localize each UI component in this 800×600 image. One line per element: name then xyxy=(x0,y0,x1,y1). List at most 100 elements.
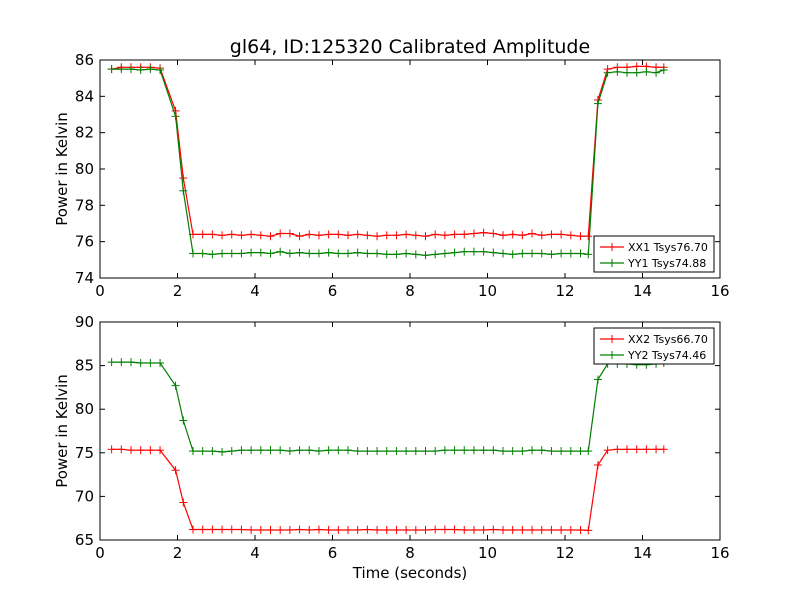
data-point xyxy=(593,375,602,384)
data-point xyxy=(642,67,651,76)
data-point xyxy=(642,445,651,454)
data-point xyxy=(218,249,227,258)
data-point xyxy=(171,112,180,121)
series-line xyxy=(111,448,664,532)
legend: XX1 Tsys76.70 YY1 Tsys74.88 xyxy=(593,235,715,273)
data-point xyxy=(537,249,546,258)
data-point xyxy=(547,250,556,259)
data-point xyxy=(146,65,155,74)
data-point xyxy=(156,358,165,367)
x-tick-label: 10 xyxy=(478,282,497,300)
x-tick-label: 6 xyxy=(328,282,338,300)
series-line xyxy=(111,68,664,256)
data-point xyxy=(450,230,459,239)
data-point xyxy=(285,249,294,258)
y-tick-label: 78 xyxy=(75,196,94,214)
data-point xyxy=(623,68,631,77)
data-point xyxy=(208,230,217,239)
data-point xyxy=(363,231,372,240)
data-point xyxy=(324,230,333,239)
data-point xyxy=(489,446,498,455)
legend-entry: XX1 Tsys76.70 xyxy=(600,241,708,254)
data-point xyxy=(344,446,352,455)
data-point xyxy=(499,447,507,456)
data-point xyxy=(479,446,488,455)
data-point xyxy=(247,248,256,257)
x-tick-label: 10 xyxy=(478,544,497,562)
y-axis-label: Power in Kelvin xyxy=(53,374,71,488)
data-point xyxy=(107,445,116,454)
data-point xyxy=(518,231,527,240)
data-point xyxy=(382,447,391,456)
legend-entry: XX2 Tsys66.70 xyxy=(600,333,708,346)
data-point xyxy=(537,525,546,534)
data-point xyxy=(392,231,401,240)
x-tick-label: 0 xyxy=(95,544,105,562)
data-point xyxy=(373,447,382,456)
y-tick-label: 65 xyxy=(75,531,94,549)
data-point xyxy=(489,525,498,534)
data-point xyxy=(450,248,459,257)
data-point xyxy=(353,447,362,456)
data-point xyxy=(557,525,566,534)
data-point xyxy=(334,525,343,534)
data-point xyxy=(295,525,304,534)
y-tick-label: 90 xyxy=(75,313,94,331)
data-point xyxy=(156,65,165,74)
data-point xyxy=(460,446,469,455)
data-point xyxy=(227,447,236,456)
data-point xyxy=(659,65,668,74)
data-point xyxy=(353,525,362,534)
data-point xyxy=(136,446,145,455)
data-point xyxy=(344,231,352,240)
data-point xyxy=(198,249,207,258)
data-point xyxy=(411,447,420,456)
data-point xyxy=(127,446,135,455)
data-point xyxy=(421,232,430,241)
data-point xyxy=(537,446,546,455)
data-point xyxy=(528,229,537,238)
data-point xyxy=(460,247,469,256)
data-point xyxy=(276,247,285,256)
y-tick-label: 85 xyxy=(75,357,94,375)
series-line xyxy=(111,65,664,237)
data-point xyxy=(266,232,275,241)
data-point xyxy=(469,247,478,256)
data-point xyxy=(237,525,246,534)
data-point xyxy=(324,525,333,534)
legend-entry: YY2 Tsys74.46 xyxy=(600,349,706,362)
data-point xyxy=(136,65,145,74)
legend-label: XX1 Tsys76.70 xyxy=(628,241,708,254)
x-tick-label: 2 xyxy=(173,544,183,562)
data-point xyxy=(189,447,197,456)
data-point xyxy=(373,525,382,534)
x-tick-label: 2 xyxy=(173,282,183,300)
data-point xyxy=(547,447,556,456)
data-point xyxy=(411,231,420,240)
data-point xyxy=(469,446,478,455)
data-point xyxy=(382,525,391,534)
data-point xyxy=(276,525,285,534)
data-point xyxy=(479,247,488,256)
data-point xyxy=(344,525,352,534)
data-point xyxy=(479,525,488,534)
x-tick-label: 12 xyxy=(555,544,574,562)
data-point xyxy=(117,445,126,454)
data-point xyxy=(247,230,256,239)
data-point xyxy=(460,230,469,239)
chart-1: gl64, ID:125320 Calibrated Amplitude Pow… xyxy=(53,36,730,300)
data-point xyxy=(179,174,188,183)
data-point xyxy=(373,232,382,241)
data-point xyxy=(440,525,449,534)
data-point xyxy=(198,525,207,534)
legend-box xyxy=(593,235,715,273)
data-point xyxy=(237,249,246,258)
data-point xyxy=(537,231,546,240)
data-point xyxy=(208,250,217,259)
data-point xyxy=(285,525,294,534)
data-point xyxy=(402,249,411,258)
data-point xyxy=(363,447,372,456)
data-point xyxy=(314,249,323,258)
data-point xyxy=(528,249,537,258)
legend-label: YY1 Tsys74.88 xyxy=(627,257,706,270)
